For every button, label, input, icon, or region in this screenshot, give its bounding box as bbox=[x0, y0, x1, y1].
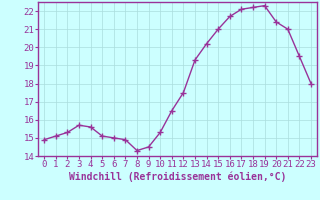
X-axis label: Windchill (Refroidissement éolien,°C): Windchill (Refroidissement éolien,°C) bbox=[69, 172, 286, 182]
